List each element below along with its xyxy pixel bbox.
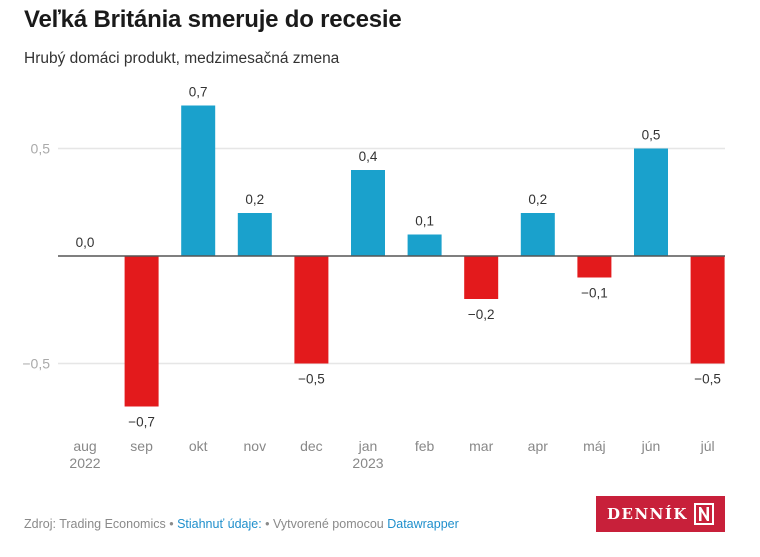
- separator: •: [165, 517, 178, 531]
- value-label: 0,2: [245, 192, 264, 207]
- x-tick-label: jan: [358, 438, 378, 454]
- chart-subtitle: Hrubý domáci produkt, medzimesačná zmena: [24, 50, 340, 67]
- x-tick-label: aug: [73, 438, 96, 454]
- download-data-link[interactable]: Stiahnuť údaje:: [177, 517, 262, 531]
- x-tick-label: dec: [300, 438, 323, 454]
- source-text: Zdroj: Trading Economics: [24, 517, 166, 531]
- bars: [124, 105, 725, 407]
- value-label: 0,4: [359, 149, 378, 164]
- value-label: −0,5: [298, 372, 325, 387]
- bar-jún: [634, 148, 668, 256]
- value-label: −0,7: [128, 415, 155, 430]
- x-tick-label: júl: [700, 438, 715, 454]
- bar-apr: [520, 213, 555, 256]
- value-label: 0,2: [528, 192, 547, 207]
- bar-chart: 0,5 −0,5 0,0 −0,7 0,7 0,2 −0,5 0,4 0,1 −0,2 0,2 −0…: [22, 85, 725, 471]
- bar-nov: [237, 213, 272, 256]
- x-tick-label: jún: [641, 438, 661, 454]
- x-tick-label: feb: [415, 438, 435, 454]
- x-tick-sublabel: 2023: [352, 455, 383, 471]
- separator: •: [261, 517, 274, 531]
- made-with-text: Vytvorené pomocou: [273, 517, 384, 531]
- value-label: 0,5: [642, 128, 661, 143]
- value-label: 0,1: [415, 214, 434, 229]
- bar-okt: [181, 105, 216, 256]
- y-tick-label: 0,5: [31, 141, 51, 157]
- bar-júl: [690, 256, 725, 364]
- logo-text: DENNÍK: [607, 505, 688, 523]
- bar-sep: [124, 256, 159, 407]
- chart-title: Veľká Británia smeruje do recesie: [24, 6, 402, 33]
- value-label: −0,1: [581, 286, 608, 301]
- bar-feb: [407, 234, 442, 256]
- dennik-n-logo[interactable]: DENNÍK: [596, 496, 725, 532]
- chart-footer: Zdroj: Trading Economics • Stiahnuť údaj…: [24, 517, 459, 531]
- value-label: −0,2: [468, 307, 495, 322]
- x-tick-label: sep: [130, 438, 153, 454]
- value-label: 0,0: [76, 235, 95, 250]
- value-label: 0,7: [189, 85, 208, 100]
- datawrapper-link[interactable]: Datawrapper: [387, 517, 459, 531]
- bar-dec: [294, 256, 329, 364]
- x-tick-label: okt: [189, 438, 208, 454]
- x-tick-sublabel: 2022: [69, 455, 100, 471]
- logo-n-icon: [693, 503, 714, 525]
- bar-jan: [351, 170, 385, 256]
- x-tick-label: máj: [583, 438, 606, 454]
- gridlines: 0,5 −0,5: [22, 141, 725, 372]
- value-label: −0,5: [694, 372, 721, 387]
- bar-mar: [464, 256, 499, 299]
- x-tick-label: apr: [528, 438, 549, 454]
- value-labels: 0,0 −0,7 0,7 0,2 −0,5 0,4 0,1 −0,2 0,2 −0,1 0,5 −0,…: [76, 85, 721, 430]
- bar-máj: [577, 256, 612, 278]
- y-tick-label: −0,5: [22, 356, 50, 372]
- x-tick-label: mar: [469, 438, 493, 454]
- x-tick-label: nov: [244, 438, 267, 454]
